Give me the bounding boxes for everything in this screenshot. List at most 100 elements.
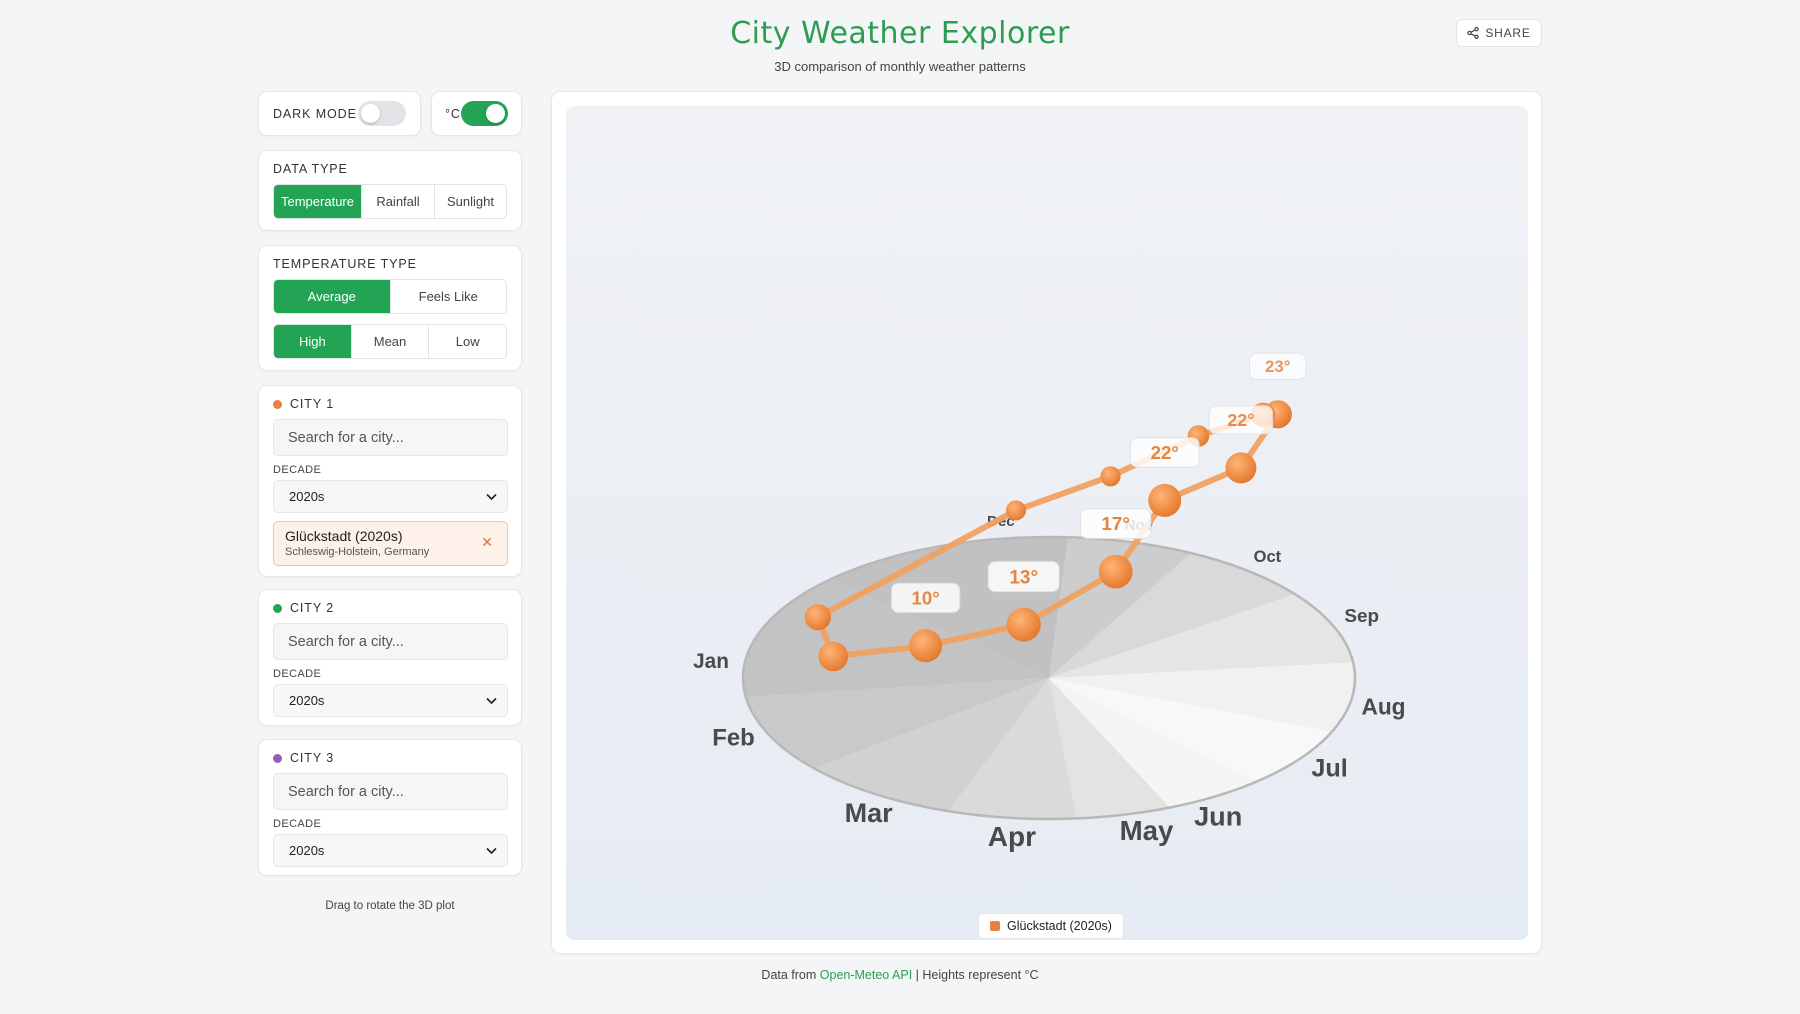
city-3-decade-value: 2020s bbox=[289, 843, 325, 858]
city-2-decade-label: DECADE bbox=[273, 668, 322, 680]
temperature-type-label: TEMPERATURE TYPE bbox=[273, 257, 417, 271]
data-point-may bbox=[1098, 554, 1133, 589]
toggle-knob bbox=[361, 104, 380, 123]
data-type-card: DATA TYPE Temperature Rainfall Sunlight bbox=[258, 150, 522, 231]
data-type-temperature[interactable]: Temperature bbox=[274, 185, 361, 218]
temp-level-mean[interactable]: Mean bbox=[350, 325, 429, 358]
disc-sector-apr bbox=[948, 678, 1077, 819]
data-type-sunlight[interactable]: Sunlight bbox=[434, 185, 506, 218]
month-label-may: May bbox=[1120, 815, 1174, 846]
temp-level-low[interactable]: Low bbox=[428, 325, 506, 358]
disc-sector-jul bbox=[1049, 678, 1332, 782]
plot-canvas[interactable]: JanFebMarAprMayJunJulAugSepOctNovDec 10°… bbox=[566, 106, 1528, 940]
month-label-aug: Aug bbox=[1361, 693, 1405, 719]
temperature-type-card: TEMPERATURE TYPE Average Feels Like High… bbox=[258, 245, 522, 371]
data-point-dec bbox=[1006, 500, 1026, 521]
dark-mode-toggle[interactable] bbox=[358, 101, 406, 126]
footer: Data from Open-Meteo API | Heights repre… bbox=[761, 968, 1039, 982]
city-1-selected-region: Schleswig-Holstein, Germany bbox=[285, 546, 430, 558]
city-1-selected-chip: Glückstadt (2020s) Schleswig-Holstein, G… bbox=[273, 521, 508, 566]
value-label-bg-aug bbox=[1249, 352, 1307, 380]
value-label-jun: 22° bbox=[1151, 442, 1179, 463]
disc-sector-may bbox=[1049, 678, 1170, 819]
data-point-jun bbox=[1148, 483, 1182, 517]
temp-mode-average[interactable]: Average bbox=[274, 280, 390, 313]
data-point-mar bbox=[909, 629, 943, 663]
celsius-toggle[interactable] bbox=[460, 101, 508, 126]
city-3-decade-select[interactable]: 2020s bbox=[273, 834, 508, 867]
data-type-selector: Temperature Rainfall Sunlight bbox=[273, 184, 507, 219]
data-point-nov bbox=[1100, 466, 1121, 487]
city-2-decade-value: 2020s bbox=[289, 693, 325, 708]
month-label-jun: Jun bbox=[1194, 800, 1242, 831]
month-label-feb: Feb bbox=[712, 725, 754, 752]
city-3-label: CITY 3 bbox=[273, 751, 507, 765]
chevron-down-icon bbox=[486, 847, 497, 854]
header: City Weather Explorer 3D comparison of m… bbox=[0, 16, 1800, 74]
month-label-sep: Sep bbox=[1344, 606, 1379, 627]
city-1-decade-select[interactable]: 2020s bbox=[273, 480, 508, 513]
city-1-color-dot bbox=[273, 400, 282, 410]
value-label-aug: 23° bbox=[1265, 357, 1291, 376]
disc-sector-oct bbox=[1049, 553, 1295, 678]
city-2-label: CITY 2 bbox=[273, 601, 507, 615]
chart-legend: Glückstadt (2020s) bbox=[978, 913, 1124, 939]
value-label-bg-mar bbox=[891, 582, 961, 614]
3d-plot[interactable]: JanFebMarAprMayJunJulAugSepOctNovDec 10°… bbox=[566, 106, 1528, 940]
city-1-decade-value: 2020s bbox=[289, 489, 325, 504]
city-2-decade-select[interactable]: 2020s bbox=[273, 684, 508, 717]
legend-swatch bbox=[990, 921, 1000, 931]
data-type-rainfall[interactable]: Rainfall bbox=[361, 185, 434, 218]
city-2-search-input[interactable] bbox=[273, 623, 508, 660]
legend-label: Glückstadt (2020s) bbox=[1007, 919, 1112, 933]
month-label-jan: Jan bbox=[693, 650, 729, 673]
disc-rim bbox=[741, 535, 1357, 821]
data-point-apr bbox=[1006, 607, 1041, 642]
disc-sector-jun bbox=[1049, 678, 1257, 808]
page-title: City Weather Explorer bbox=[730, 16, 1070, 51]
city-3-card: CITY 3 DECADE 2020s bbox=[258, 739, 522, 876]
disc-sector-mar bbox=[814, 678, 1049, 812]
city-2-card: CITY 2 DECADE 2020s bbox=[258, 589, 522, 726]
temp-mode-feels-like[interactable]: Feels Like bbox=[389, 280, 507, 313]
dark-mode-card: DARK MODE bbox=[258, 91, 421, 136]
temperature-level-selector: High Mean Low bbox=[273, 324, 507, 359]
open-meteo-link[interactable]: Open-Meteo API bbox=[819, 968, 913, 982]
dark-mode-label: DARK MODE bbox=[273, 106, 357, 121]
month-label-oct: Oct bbox=[1254, 548, 1282, 566]
data-type-label: DATA TYPE bbox=[273, 162, 348, 176]
share-icon bbox=[1467, 27, 1480, 39]
rotate-hint: Drag to rotate the 3D plot bbox=[325, 900, 455, 912]
disc-sector-aug bbox=[1049, 662, 1355, 732]
month-label-mar: Mar bbox=[845, 798, 894, 828]
city-3-search-input[interactable] bbox=[273, 773, 508, 810]
value-label-mar: 10° bbox=[912, 587, 940, 608]
month-label-jul: Jul bbox=[1311, 755, 1347, 783]
value-label-bg-jul bbox=[1208, 405, 1274, 435]
share-label: SHARE bbox=[1485, 26, 1531, 40]
data-point-feb bbox=[818, 641, 848, 672]
chevron-down-icon bbox=[486, 697, 497, 704]
city-1-label: CITY 1 bbox=[273, 397, 507, 411]
city-3-color-dot bbox=[273, 754, 282, 764]
value-label-bg-apr bbox=[987, 561, 1060, 593]
page-subtitle: 3D comparison of monthly weather pattern… bbox=[774, 59, 1026, 74]
disc-sector-feb bbox=[745, 678, 1049, 769]
city-3-decade-label: DECADE bbox=[273, 818, 322, 830]
city-1-search-input[interactable] bbox=[273, 419, 508, 456]
month-label-apr: Apr bbox=[988, 821, 1036, 852]
share-button[interactable]: SHARE bbox=[1456, 19, 1542, 47]
temperature-mode-selector: Average Feels Like bbox=[273, 279, 507, 314]
toggle-knob bbox=[486, 104, 505, 123]
unit-card: °C bbox=[431, 91, 522, 136]
value-label-bg-may bbox=[1080, 508, 1152, 540]
unit-label: °C bbox=[445, 106, 461, 121]
city-1-card: CITY 1 DECADE 2020s Glückstadt (2020s) S… bbox=[258, 385, 522, 577]
city-2-color-dot bbox=[273, 604, 282, 614]
remove-city-icon[interactable]: ✕ bbox=[481, 534, 493, 550]
value-label-apr: 13° bbox=[1009, 567, 1038, 588]
value-label-may: 17° bbox=[1101, 514, 1130, 535]
data-point-jul bbox=[1225, 452, 1257, 484]
plot-card: JanFebMarAprMayJunJulAugSepOctNovDec 10°… bbox=[551, 91, 1542, 954]
temp-level-high[interactable]: High bbox=[274, 325, 351, 358]
